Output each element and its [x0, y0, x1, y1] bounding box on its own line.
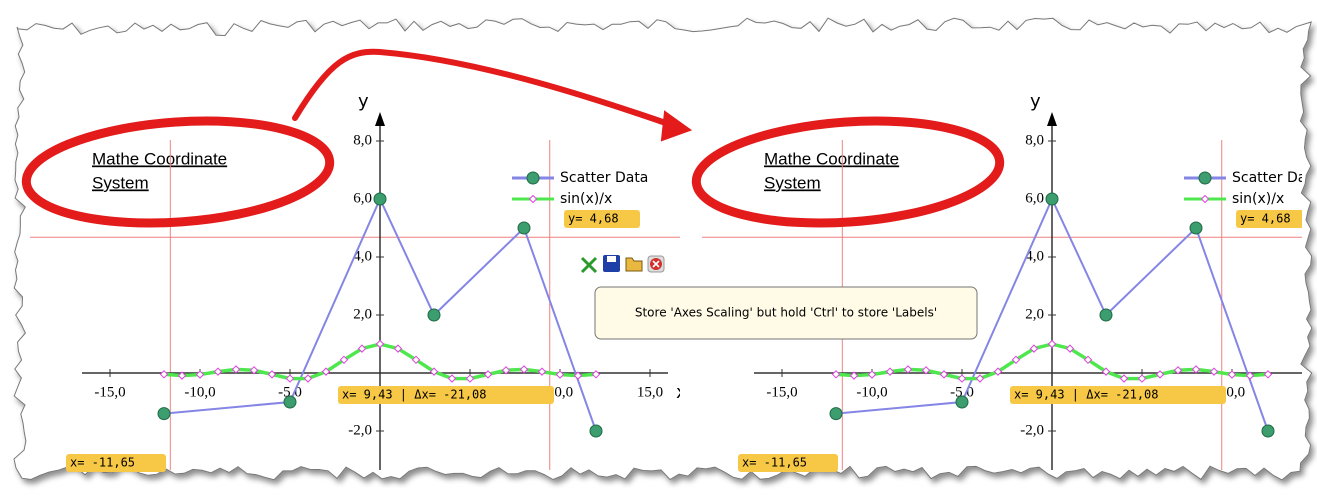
x-tick-label: 15,0 — [1309, 384, 1317, 400]
point — [374, 193, 386, 205]
y-tick-label: 6,0 — [1025, 190, 1044, 206]
chart-title: System — [764, 173, 821, 192]
x-tick-label: -10,0 — [856, 384, 887, 400]
y-tick-label: 6,0 — [353, 190, 372, 206]
screenshot: Mathe CoordinateSystemxy-15,0-10,0-5,05,… — [0, 0, 1317, 492]
value-badge-text: y= 4,68 — [1240, 212, 1291, 226]
point — [590, 425, 602, 437]
y-tick-label: 2,0 — [353, 306, 372, 322]
point — [1100, 309, 1112, 321]
legend-marker — [1199, 172, 1211, 184]
point — [1190, 222, 1202, 234]
point — [284, 396, 296, 408]
y-tick-label: 8,0 — [1025, 132, 1044, 148]
x-tick-label: -15,0 — [94, 384, 125, 400]
close-button[interactable] — [648, 256, 664, 272]
x-tick-label: -15,0 — [766, 384, 797, 400]
chart-title: Mathe Coordinate — [764, 149, 899, 168]
legend-label: sin(x)/x — [560, 191, 612, 207]
point — [518, 222, 530, 234]
legend-label: Scatter Data — [560, 170, 648, 186]
chart-title: System — [92, 173, 149, 192]
point — [158, 408, 170, 420]
point — [428, 309, 440, 321]
save-button[interactable] — [603, 255, 620, 272]
x-tick-label: -10,0 — [184, 384, 215, 400]
y-tick-label: 2,0 — [1025, 306, 1044, 322]
torn-paper — [14, 18, 1312, 480]
y-tick-label: -2,0 — [348, 422, 372, 438]
value-badge-text: x= -11,65 — [70, 456, 135, 470]
y-axis-label: y — [358, 91, 369, 112]
point — [956, 396, 968, 408]
legend-label: sin(x)/x — [1232, 191, 1284, 207]
value-badge-text: y= 4,68 — [568, 212, 619, 226]
value-badge-text: x= 9,43 | Δx= -21,08 — [342, 388, 487, 402]
value-badge-text: x= 9,43 | Δx= -21,08 — [1014, 388, 1159, 402]
point — [1046, 193, 1058, 205]
tooltip: Store 'Axes Scaling' but hold 'Ctrl' to … — [595, 287, 977, 339]
point — [830, 408, 842, 420]
x-tick-label: 15,0 — [637, 384, 663, 400]
point — [1262, 425, 1274, 437]
tooltip-text: Store 'Axes Scaling' but hold 'Ctrl' to … — [635, 306, 937, 320]
value-badge-text: x= -11,65 — [742, 456, 807, 470]
legend-marker — [527, 172, 539, 184]
y-axis-label: y — [1030, 91, 1041, 112]
y-tick-label: -2,0 — [1020, 422, 1044, 438]
y-tick-label: 8,0 — [353, 132, 372, 148]
chart-title: Mathe Coordinate — [92, 149, 227, 168]
